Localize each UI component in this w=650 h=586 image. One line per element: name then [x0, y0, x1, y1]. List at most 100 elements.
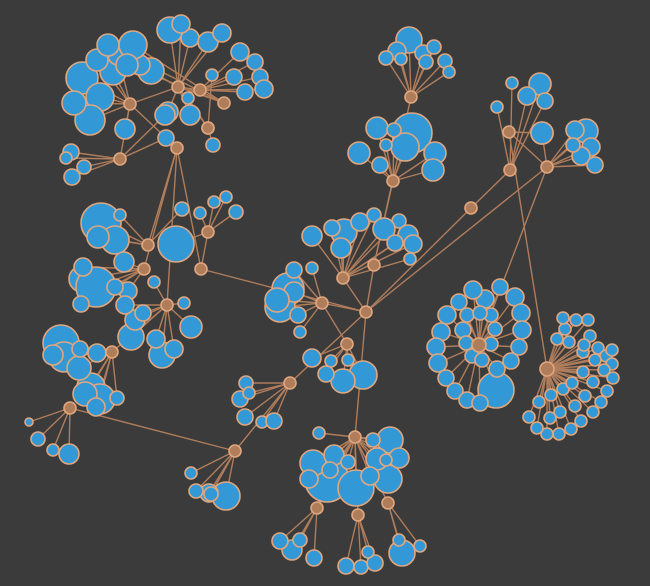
internal-node[interactable]	[217, 96, 231, 110]
leaf-node[interactable]	[312, 426, 326, 440]
leaf-node[interactable]	[59, 151, 73, 165]
leaf-node[interactable]	[171, 14, 191, 34]
leaf-node[interactable]	[386, 122, 402, 138]
leaf-node[interactable]	[113, 251, 135, 273]
leaf-node[interactable]	[536, 92, 554, 110]
leaf-node[interactable]	[442, 65, 456, 79]
leaf-node[interactable]	[569, 313, 583, 327]
internal-node[interactable]	[160, 298, 174, 312]
internal-node[interactable]	[228, 444, 242, 458]
leaf-node[interactable]	[30, 431, 46, 447]
leaf-node[interactable]	[76, 159, 92, 175]
leaf-node[interactable]	[157, 129, 175, 147]
internal-node[interactable]	[194, 262, 208, 276]
leaf-node[interactable]	[63, 168, 81, 186]
leaf-node[interactable]	[109, 390, 125, 406]
leaf-node[interactable]	[550, 332, 564, 346]
leaf-node[interactable]	[491, 278, 509, 296]
leaf-node[interactable]	[305, 549, 323, 567]
leaf-node[interactable]	[511, 303, 531, 323]
leaf-node[interactable]	[353, 559, 369, 575]
leaf-node[interactable]	[392, 533, 406, 547]
leaf-node[interactable]	[292, 532, 308, 548]
leaf-node[interactable]	[61, 90, 87, 116]
leaf-node[interactable]	[299, 469, 319, 489]
leaf-node[interactable]	[450, 293, 468, 311]
leaf-node[interactable]	[207, 195, 221, 209]
leaf-node[interactable]	[558, 322, 572, 336]
internal-node[interactable]	[201, 121, 215, 135]
internal-node[interactable]	[381, 496, 395, 510]
leaf-node[interactable]	[305, 261, 319, 275]
internal-node[interactable]	[539, 361, 555, 377]
leaf-node[interactable]	[42, 344, 64, 366]
leaf-node[interactable]	[458, 335, 474, 351]
internal-node[interactable]	[170, 141, 184, 155]
leaf-node[interactable]	[379, 453, 393, 467]
leaf-node[interactable]	[87, 343, 107, 363]
leaf-node[interactable]	[426, 39, 442, 55]
leaf-node[interactable]	[471, 394, 489, 412]
leaf-node[interactable]	[58, 443, 80, 465]
leaf-node[interactable]	[154, 104, 176, 126]
leaf-node[interactable]	[437, 305, 457, 325]
leaf-node[interactable]	[606, 371, 620, 385]
leaf-node[interactable]	[72, 295, 90, 313]
internal-node[interactable]	[171, 80, 185, 94]
leaf-node[interactable]	[265, 412, 283, 430]
internal-node[interactable]	[464, 201, 478, 215]
leaf-node[interactable]	[510, 338, 528, 356]
leaf-node[interactable]	[553, 405, 567, 419]
leaf-node[interactable]	[459, 307, 475, 323]
leaf-node[interactable]	[565, 137, 581, 153]
leaf-node[interactable]	[378, 50, 394, 66]
leaf-node[interactable]	[552, 427, 566, 441]
leaf-node[interactable]	[576, 365, 590, 379]
leaf-node[interactable]	[446, 382, 464, 400]
leaf-node[interactable]	[581, 313, 595, 327]
leaf-node[interactable]	[522, 410, 536, 424]
leaf-node[interactable]	[271, 532, 289, 550]
leaf-node[interactable]	[502, 352, 520, 370]
leaf-node[interactable]	[321, 461, 339, 479]
leaf-node[interactable]	[340, 454, 356, 470]
leaf-node[interactable]	[544, 388, 558, 402]
internal-node[interactable]	[336, 271, 350, 285]
internal-node[interactable]	[310, 501, 324, 515]
leaf-node[interactable]	[586, 405, 600, 419]
leaf-node[interactable]	[177, 296, 191, 310]
leaf-node[interactable]	[403, 234, 423, 254]
leaf-node[interactable]	[236, 408, 254, 426]
leaf-node[interactable]	[600, 384, 614, 398]
leaf-node[interactable]	[426, 337, 446, 357]
leaf-node[interactable]	[490, 100, 504, 114]
leaf-node[interactable]	[341, 353, 355, 367]
leaf-node[interactable]	[586, 156, 604, 174]
leaf-node[interactable]	[463, 280, 483, 300]
leaf-node[interactable]	[179, 104, 201, 126]
internal-node[interactable]	[340, 337, 354, 351]
leaf-node[interactable]	[66, 355, 92, 381]
leaf-node[interactable]	[134, 304, 152, 322]
leaf-node[interactable]	[594, 395, 608, 409]
leaf-node[interactable]	[532, 395, 546, 409]
internal-node[interactable]	[113, 152, 127, 166]
leaf-node[interactable]	[181, 91, 195, 105]
root-node[interactable]	[359, 305, 373, 319]
leaf-node[interactable]	[225, 68, 243, 86]
leaf-node[interactable]	[418, 54, 434, 70]
leaf-node[interactable]	[86, 397, 106, 417]
leaf-node[interactable]	[323, 219, 341, 237]
leaf-node[interactable]	[330, 237, 352, 259]
leaf-node[interactable]	[512, 320, 532, 340]
leaf-node[interactable]	[394, 52, 408, 66]
internal-node[interactable]	[123, 97, 137, 111]
leaf-node[interactable]	[174, 201, 190, 217]
leaf-node[interactable]	[454, 321, 472, 339]
leaf-node[interactable]	[517, 86, 537, 106]
leaf-node[interactable]	[264, 287, 290, 313]
leaf-node[interactable]	[562, 335, 576, 349]
leaf-node[interactable]	[386, 234, 404, 252]
leaf-node[interactable]	[568, 399, 582, 413]
